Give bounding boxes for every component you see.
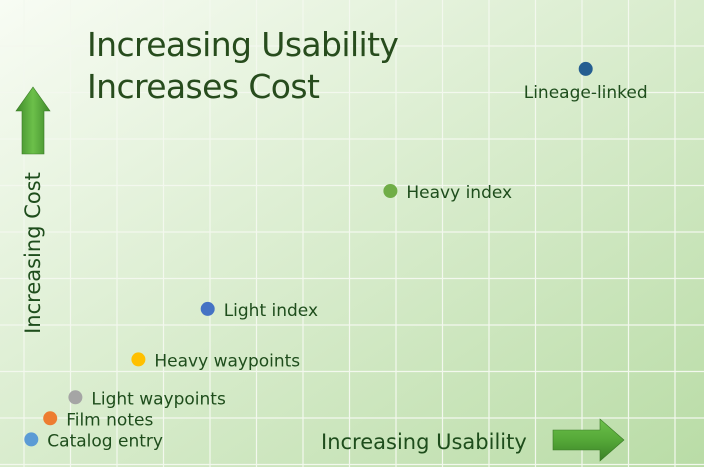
x-axis-label: Increasing Usability	[321, 430, 527, 454]
data-point-label: Light index	[224, 301, 318, 321]
data-point-label: Lineage-linked	[524, 83, 648, 103]
title-line-1: Increasing Usability	[87, 25, 399, 64]
data-point-label: Heavy waypoints	[154, 351, 300, 371]
data-point-marker	[383, 184, 398, 198]
chart-title: Increasing Usability Increases Cost	[87, 24, 399, 108]
data-point-marker	[68, 390, 83, 405]
data-point-marker	[200, 301, 215, 316]
x-axis-arrow-icon	[552, 418, 625, 462]
data-point-label: Film notes	[66, 410, 153, 430]
data-point-marker	[131, 352, 146, 367]
data-point-label: Heavy index	[406, 183, 512, 203]
data-point-label: Catalog entry	[47, 431, 163, 451]
data-point-marker	[43, 411, 58, 426]
title-line-2: Increases Cost	[87, 67, 320, 106]
data-point-marker	[24, 432, 39, 447]
y-axis-label: Increasing Cost	[21, 172, 45, 334]
y-axis-arrow-icon	[15, 86, 51, 155]
data-point-label: Light waypoints	[91, 389, 226, 409]
data-point-marker	[578, 61, 593, 76]
